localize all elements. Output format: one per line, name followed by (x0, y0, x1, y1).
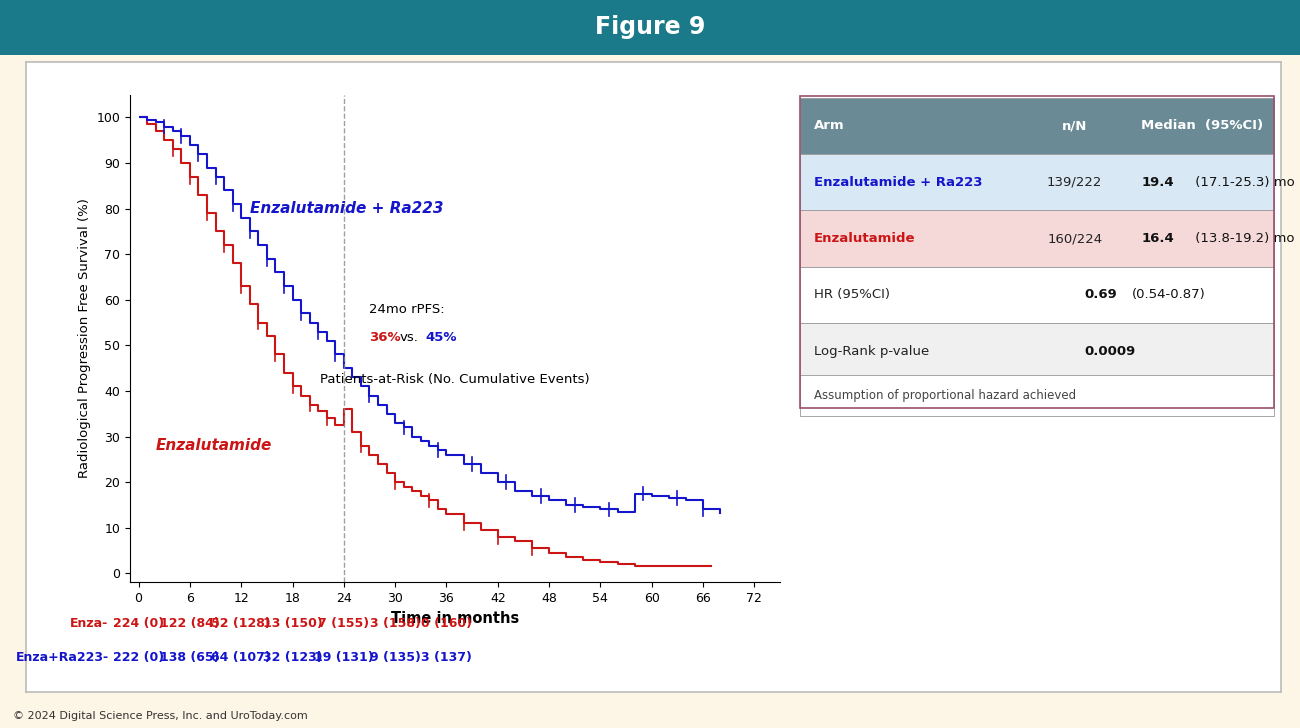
Text: Median  (95%CI): Median (95%CI) (1141, 119, 1264, 132)
Text: Enzalutamide + Ra223: Enzalutamide + Ra223 (250, 201, 443, 216)
FancyBboxPatch shape (800, 375, 1274, 416)
FancyBboxPatch shape (800, 323, 1274, 379)
Text: (13.8-19.2) mo: (13.8-19.2) mo (1191, 232, 1295, 245)
Text: 222 (0): 222 (0) (113, 651, 164, 664)
Text: 139/222: 139/222 (1046, 175, 1102, 189)
Text: 3 (158): 3 (158) (369, 617, 421, 630)
Text: 0.69: 0.69 (1084, 288, 1117, 301)
Text: Enzalutamide + Ra223: Enzalutamide + Ra223 (814, 175, 983, 189)
Text: Assumption of proportional hazard achieved: Assumption of proportional hazard achiev… (814, 389, 1076, 402)
Text: HR (95%CI): HR (95%CI) (814, 288, 889, 301)
Text: 3 (137): 3 (137) (421, 651, 472, 664)
Text: Figure 9: Figure 9 (595, 15, 705, 39)
Text: 19 (131): 19 (131) (315, 651, 373, 664)
Text: 122 (84): 122 (84) (160, 617, 220, 630)
Text: 36%: 36% (369, 331, 402, 344)
Text: 9 (135): 9 (135) (369, 651, 421, 664)
Text: 24mo rPFS:: 24mo rPFS: (369, 304, 445, 317)
Text: Enza+Ra223-: Enza+Ra223- (16, 651, 109, 664)
Text: 45%: 45% (425, 331, 456, 344)
X-axis label: Time in months: Time in months (391, 611, 519, 625)
Text: 19.4: 19.4 (1141, 175, 1174, 189)
FancyBboxPatch shape (800, 98, 1274, 154)
Text: 0.0009: 0.0009 (1084, 345, 1135, 358)
Text: 32 (123): 32 (123) (263, 651, 322, 664)
Y-axis label: Radiological Progression Free Survival (%): Radiological Progression Free Survival (… (78, 199, 91, 478)
Text: (17.1-25.3) mo: (17.1-25.3) mo (1191, 175, 1295, 189)
Text: 0 (160): 0 (160) (421, 617, 472, 630)
Text: 52 (128): 52 (128) (212, 617, 272, 630)
Text: © 2024 Digital Science Press, Inc. and UroToday.com: © 2024 Digital Science Press, Inc. and U… (13, 711, 308, 721)
Text: Enza-: Enza- (70, 617, 109, 630)
Text: Log-Rank p-value: Log-Rank p-value (814, 345, 929, 358)
Text: Arm: Arm (814, 119, 845, 132)
Text: Enzalutamide: Enzalutamide (156, 438, 272, 454)
Text: Patients-at-Risk (No. Cumulative Events): Patients-at-Risk (No. Cumulative Events) (320, 373, 590, 387)
Text: 64 (107): 64 (107) (212, 651, 272, 664)
Text: (0.54-0.87): (0.54-0.87) (1131, 288, 1205, 301)
Text: 224 (0): 224 (0) (113, 617, 164, 630)
Text: 138 (65): 138 (65) (160, 651, 220, 664)
FancyBboxPatch shape (800, 210, 1274, 266)
Text: 160/224: 160/224 (1046, 232, 1102, 245)
FancyBboxPatch shape (800, 266, 1274, 323)
Text: n/N: n/N (1062, 119, 1087, 132)
Text: Enzalutamide: Enzalutamide (814, 232, 915, 245)
Text: 16.4: 16.4 (1141, 232, 1174, 245)
Text: vs.: vs. (399, 331, 419, 344)
Text: 7 (155): 7 (155) (318, 617, 369, 630)
FancyBboxPatch shape (800, 154, 1274, 210)
Text: 13 (150): 13 (150) (263, 617, 322, 630)
